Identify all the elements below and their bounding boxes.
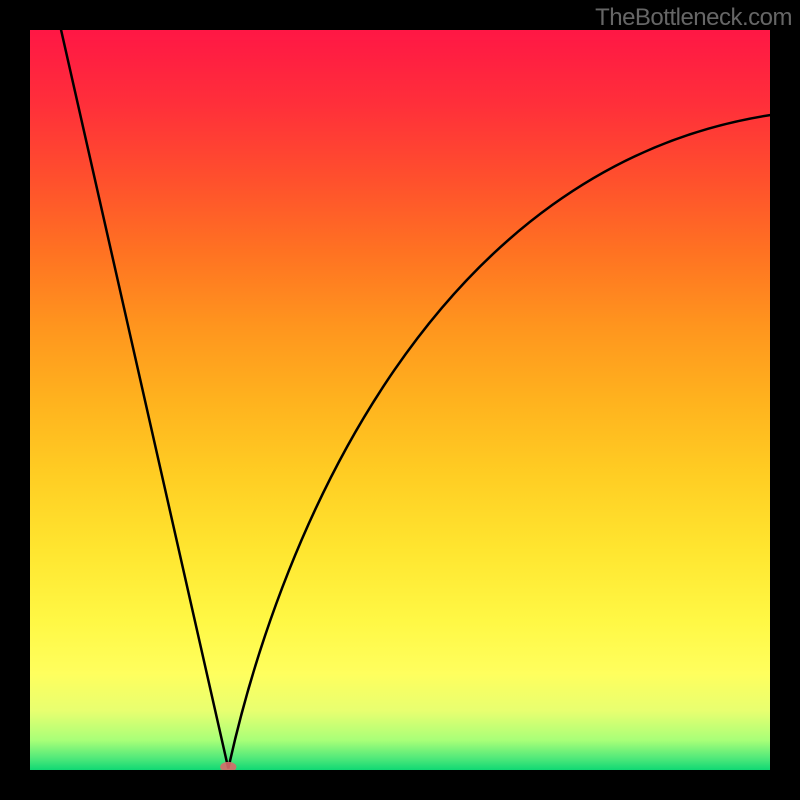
gradient-background — [30, 30, 770, 770]
watermark-text: TheBottleneck.com — [595, 4, 792, 32]
plot-area — [30, 30, 770, 770]
bottleneck-curve-chart — [30, 30, 770, 770]
chart-container: TheBottleneck.com — [0, 0, 800, 800]
